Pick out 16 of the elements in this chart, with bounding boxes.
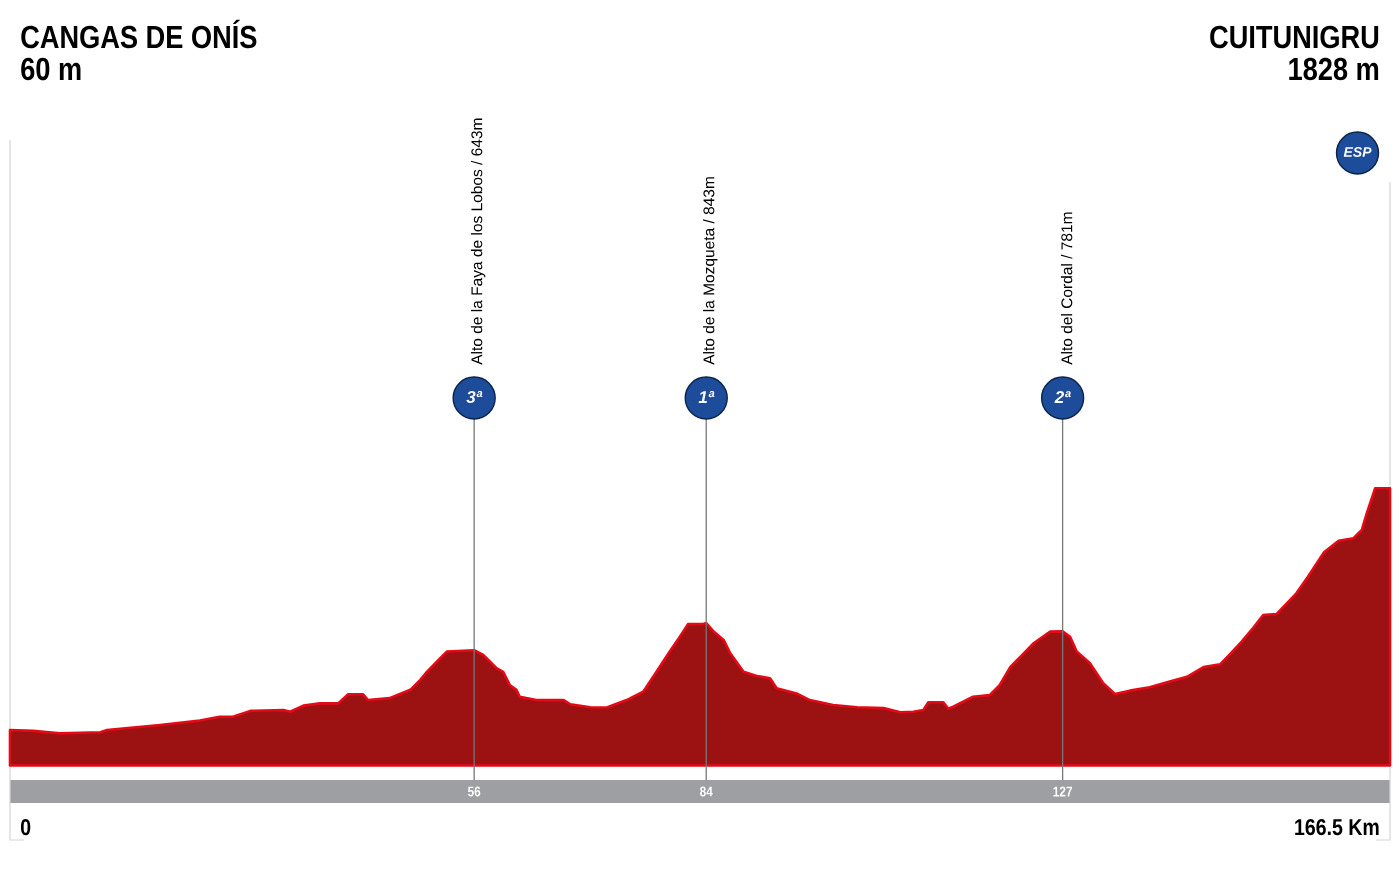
x-tick-label: 84 bbox=[699, 786, 713, 797]
text: 0 bbox=[20, 818, 31, 836]
text: 166.5 Km bbox=[1295, 818, 1379, 836]
text: 1828 m bbox=[1289, 57, 1379, 81]
text: 3ª bbox=[466, 390, 483, 404]
text: CANGAS DE ONÍS bbox=[21, 19, 257, 49]
x-tick-label: 127 bbox=[1053, 786, 1073, 797]
text: CUITUNIGRU bbox=[1210, 25, 1379, 49]
text: 2ª bbox=[1054, 391, 1071, 403]
ref-line-label: Alto de la Faya de los Lobos / 643m bbox=[470, 118, 486, 365]
ref-line-label: Alto del Cordal / 781m bbox=[1060, 212, 1073, 365]
text: 60 m bbox=[21, 57, 81, 81]
ref-line-label: Alto de la Mozqueta / 843m bbox=[703, 177, 718, 365]
text: 1ª bbox=[698, 391, 715, 403]
x-tick-label: 56 bbox=[467, 786, 481, 797]
text: ESP bbox=[1343, 147, 1372, 157]
